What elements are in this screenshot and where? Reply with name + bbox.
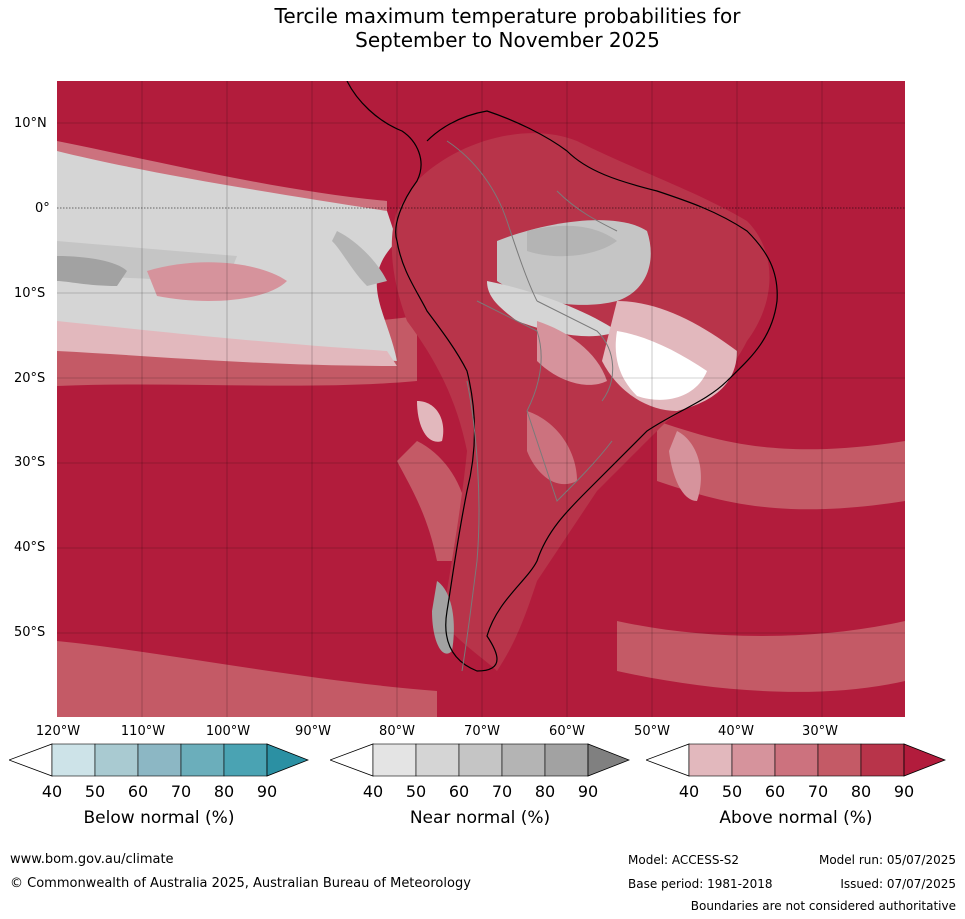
lon-label-40w: 40°W [718, 724, 754, 739]
colorbar-segment [774, 743, 819, 777]
tick-label: 50 [721, 782, 743, 801]
title-line-2: September to November 2025 [355, 28, 660, 52]
colorbar-segment [180, 743, 225, 777]
colorbar-arrow-low [9, 743, 53, 777]
lat-label-10n: 10°N [14, 116, 47, 131]
base-period-text: Base period: 1981-2018 [628, 877, 773, 891]
legend-above-title: Above normal (%) [719, 808, 873, 828]
tick-label: 90 [577, 782, 599, 801]
tick-label: 90 [893, 782, 915, 801]
lon-label-100w: 100°W [205, 724, 251, 739]
lat-label-20s: 20°S [14, 371, 46, 386]
lon-label-120w: 120°W [35, 724, 81, 739]
tick-label: 40 [678, 782, 700, 801]
map-canvas [57, 81, 905, 717]
colorbar-arrow-high [587, 743, 630, 777]
lon-label-50w: 50°W [634, 724, 670, 739]
colorbar-arrow-high [266, 743, 309, 777]
tick-label: 80 [213, 782, 235, 801]
tick-label: 60 [764, 782, 786, 801]
tick-label: 70 [491, 782, 513, 801]
tick-label: 80 [534, 782, 556, 801]
lon-label-90w: 90°W [295, 724, 331, 739]
colorbar-arrow-low [330, 743, 374, 777]
map-title: Tercile maximum temperature probabilitie… [0, 4, 965, 52]
legend-above-normal-colorbar [646, 743, 946, 777]
copyright-text: © Commonwealth of Australia 2025, Austra… [10, 876, 471, 891]
lon-label-60w: 60°W [549, 724, 585, 739]
colorbar-segment [817, 743, 862, 777]
lat-label-40s: 40°S [14, 540, 46, 555]
legend-below-normal [9, 742, 309, 778]
tick-label: 60 [127, 782, 149, 801]
colorbar-segment [415, 743, 460, 777]
colorbar-segment [688, 743, 733, 777]
tick-label: 90 [256, 782, 278, 801]
tick-label: 70 [807, 782, 829, 801]
title-line-1: Tercile maximum temperature probabilitie… [274, 4, 741, 28]
colorbar-segment [51, 743, 96, 777]
lat-label-0: 0° [35, 201, 50, 216]
probability-map [57, 81, 905, 717]
colorbar-segment [860, 743, 905, 777]
legend-below-title: Below normal (%) [83, 808, 235, 828]
lat-label-10s: 10°S [14, 286, 46, 301]
colorbar-segment [731, 743, 776, 777]
model-run-text: Model run: 05/07/2025 [818, 853, 956, 867]
colorbar-arrow-low [646, 743, 690, 777]
lon-label-70w: 70°W [464, 724, 500, 739]
legend-near-normal [330, 742, 630, 778]
lat-label-50s: 50°S [14, 625, 46, 640]
colorbar-segment [544, 743, 589, 777]
model-text: Model: ACCESS-S2 [628, 853, 740, 867]
legend-near-title: Near normal (%) [409, 808, 551, 828]
lon-label-110w: 110°W [120, 724, 166, 739]
tick-label: 50 [405, 782, 427, 801]
colorbar-segment [501, 743, 546, 777]
lon-label-30w: 30°W [802, 724, 838, 739]
colorbar-segment [458, 743, 503, 777]
colorbar-segment [94, 743, 139, 777]
lat-label-30s: 30°S [14, 455, 46, 470]
legend-near-normal-colorbar [330, 743, 630, 777]
disclaimer-text: Boundaries are not considered authoritat… [690, 899, 956, 913]
colorbar-arrow-high [903, 743, 946, 777]
lon-label-80w: 80°W [379, 724, 415, 739]
tick-label: 80 [850, 782, 872, 801]
issued-text: Issued: 07/07/2025 [840, 877, 956, 891]
tick-label: 50 [84, 782, 106, 801]
colorbar-segment [223, 743, 268, 777]
tick-label: 40 [41, 782, 63, 801]
colorbar-segment [372, 743, 417, 777]
tick-label: 40 [362, 782, 384, 801]
legend-below-normal-colorbar [9, 743, 309, 777]
tick-label: 60 [448, 782, 470, 801]
colorbar-segment [137, 743, 182, 777]
tick-label: 70 [170, 782, 192, 801]
legend-above-normal [646, 742, 946, 778]
website-link[interactable]: www.bom.gov.au/climate [10, 852, 174, 867]
